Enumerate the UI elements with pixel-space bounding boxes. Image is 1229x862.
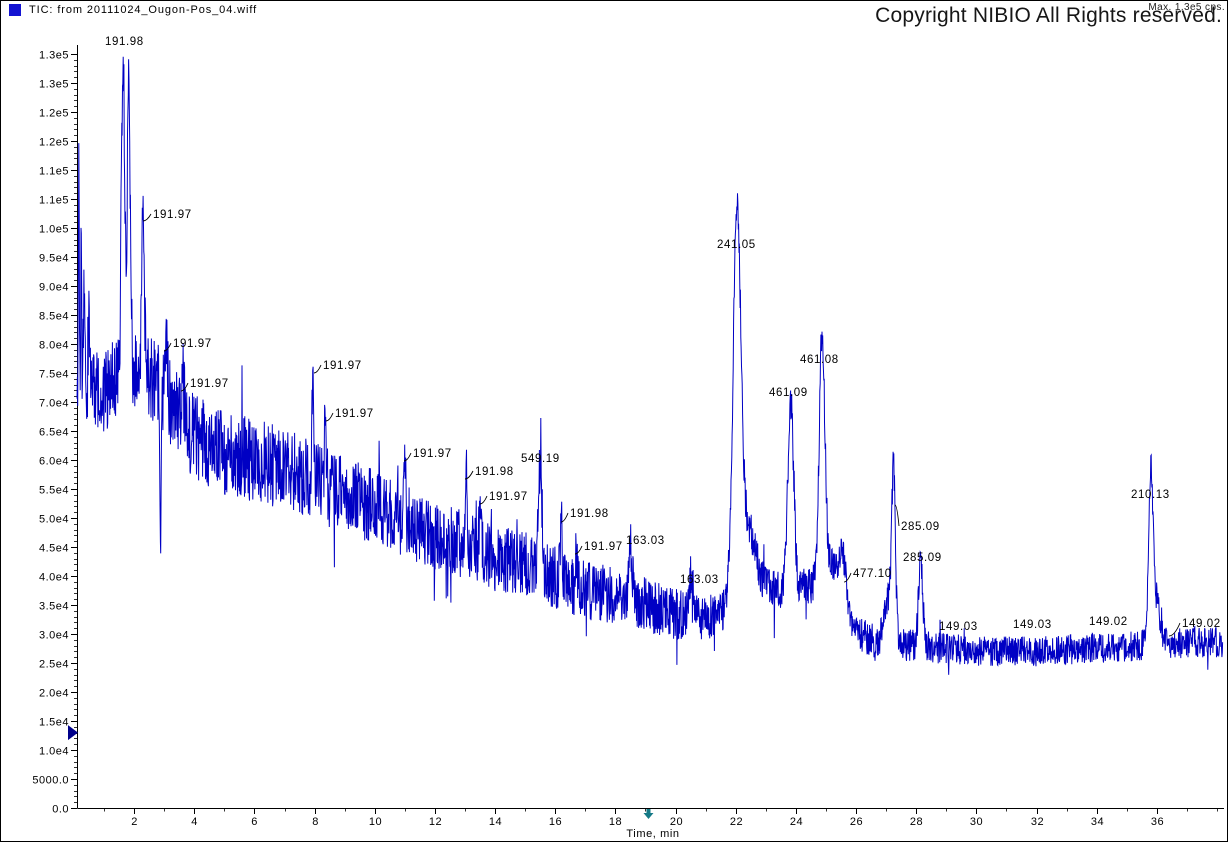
peak-label: 477.10 bbox=[853, 568, 892, 580]
y-tick-label: 1.2e5 bbox=[39, 137, 69, 149]
y-tick-label: 1.3e5 bbox=[39, 79, 69, 91]
y-tick-label: 0.0 bbox=[52, 804, 69, 816]
peak-label-leader bbox=[574, 545, 583, 555]
peak-label-leader bbox=[479, 495, 488, 505]
x-tick-label: 26 bbox=[850, 816, 863, 828]
y-tick-label: 1.1e5 bbox=[39, 166, 69, 178]
peak-label: 191.97 bbox=[489, 491, 528, 503]
x-tick-label: 18 bbox=[609, 816, 622, 828]
y-tick-label: 5.5e4 bbox=[39, 485, 69, 497]
peak-label: 191.97 bbox=[190, 378, 229, 390]
x-axis-position-marker[interactable] bbox=[643, 809, 654, 819]
peak-label: 210.13 bbox=[1131, 489, 1170, 501]
max-intensity-label: Max. 1.3e5 cps. bbox=[1148, 2, 1225, 13]
x-axis-title: Time, min bbox=[626, 828, 679, 840]
y-tick-label: 1.2e5 bbox=[39, 108, 69, 120]
y-tick-label: 1.5e4 bbox=[39, 717, 69, 729]
peak-labels: 191.98 191.97 191.97 191.97 191.97 191.97 191.… bbox=[105, 36, 1221, 637]
peak-label: 149.02 bbox=[1182, 618, 1221, 630]
peak-label: 461.09 bbox=[769, 387, 808, 399]
peak-label-leader bbox=[325, 412, 334, 422]
y-tick-label: 5000.0 bbox=[32, 775, 69, 787]
x-tick-label: 22 bbox=[730, 816, 743, 828]
x-tick-label: 6 bbox=[251, 816, 258, 828]
y-tick-label: 9.5e4 bbox=[39, 253, 69, 265]
peak-label-leader bbox=[142, 213, 152, 222]
y-tick-label: 8.5e4 bbox=[39, 311, 69, 323]
x-tick-label: 30 bbox=[970, 816, 983, 828]
peak-label: 191.97 bbox=[173, 338, 212, 350]
y-tick-label: 5.0e4 bbox=[39, 514, 69, 526]
peak-label: 241.05 bbox=[717, 239, 756, 251]
y-tick-label: 9.0e4 bbox=[39, 282, 69, 294]
peak-label: 163.03 bbox=[626, 535, 665, 547]
peak-label: 191.97 bbox=[413, 448, 452, 460]
peak-label-leader bbox=[560, 512, 569, 523]
y-tick-label: 2.0e4 bbox=[39, 688, 69, 700]
y-tick-label: 1.1e5 bbox=[39, 195, 69, 207]
peak-label: 461.08 bbox=[800, 354, 839, 366]
peak-label: 191.97 bbox=[323, 360, 362, 372]
peak-label-leader bbox=[1168, 622, 1181, 637]
peak-label-leader bbox=[843, 572, 852, 583]
y-tick-label: 1.0e5 bbox=[39, 224, 69, 236]
x-tick-label: 32 bbox=[1031, 816, 1044, 828]
pane-title: TIC: from 20111024_Ougon-Pos_04.wiff bbox=[29, 4, 258, 16]
y-tick-label: 7.5e4 bbox=[39, 369, 69, 381]
x-axis-ticks: 2 4 6 8 10 12 14 16 18 20 22 24 26 28 30 32 34 36 bbox=[104, 808, 1218, 828]
peak-label-leader bbox=[403, 452, 412, 462]
peak-label: 285.09 bbox=[903, 552, 942, 564]
peak-label-leader bbox=[163, 342, 172, 352]
peak-label-leader bbox=[180, 382, 189, 392]
y-tick-label: 1.3e5 bbox=[39, 50, 69, 62]
y-tick-label: 4.0e4 bbox=[39, 572, 69, 584]
y-tick-label: 3.0e4 bbox=[39, 630, 69, 642]
y-tick-label: 2.5e4 bbox=[39, 659, 69, 671]
peak-label-leader bbox=[464, 470, 474, 480]
peak-label: 163.03 bbox=[680, 574, 719, 586]
peak-label: 149.03 bbox=[939, 621, 978, 633]
y-tick-label: 6.5e4 bbox=[39, 427, 69, 439]
axes bbox=[77, 45, 1224, 809]
trace-color-swatch[interactable] bbox=[9, 4, 21, 16]
y-axis-ticks: 0.0 5000.0 1.0e4 1.5e4 2.0e4 2.5e4 3.0e4 3.5e4 4… bbox=[32, 50, 77, 816]
peak-label-leader bbox=[313, 364, 322, 374]
peak-label: 149.03 bbox=[1013, 619, 1052, 631]
x-tick-label: 16 bbox=[549, 816, 562, 828]
y-tick-label: 6.0e4 bbox=[39, 456, 69, 468]
y-tick-label: 1.0e4 bbox=[39, 746, 69, 758]
peak-label: 191.98 bbox=[475, 466, 514, 478]
x-tick-label: 28 bbox=[910, 816, 923, 828]
x-tick-label: 14 bbox=[489, 816, 502, 828]
peak-label: 285.09 bbox=[901, 521, 940, 533]
x-tick-label: 2 bbox=[131, 816, 138, 828]
y-tick-label: 4.5e4 bbox=[39, 543, 69, 555]
x-tick-label: 24 bbox=[790, 816, 803, 828]
peak-label: 149.02 bbox=[1089, 616, 1128, 628]
x-tick-label: 12 bbox=[429, 816, 442, 828]
x-tick-label: 8 bbox=[312, 816, 319, 828]
peak-label: 191.97 bbox=[584, 541, 623, 553]
peak-label-leader bbox=[894, 504, 900, 527]
peak-label: 549.19 bbox=[521, 453, 560, 465]
x-tick-label: 36 bbox=[1151, 816, 1164, 828]
trace-legend: TIC: from 20111024_Ougon-Pos_04.wiff bbox=[9, 4, 257, 16]
y-axis-threshold-marker[interactable] bbox=[68, 725, 78, 741]
peak-label: 191.98 bbox=[570, 508, 609, 520]
copyright-watermark: Copyright NIBIO All Rights reserved. bbox=[875, 4, 1222, 27]
chromatogram-pane: TIC: from 20111024_Ougon-Pos_04.wiff Max… bbox=[0, 0, 1228, 842]
peak-label: 191.97 bbox=[335, 408, 374, 420]
x-tick-label: 10 bbox=[369, 816, 382, 828]
tic-trace bbox=[76, 56, 1224, 675]
y-tick-label: 8.0e4 bbox=[39, 340, 69, 352]
y-tick-label: 7.0e4 bbox=[39, 398, 69, 410]
x-tick-label: 34 bbox=[1091, 816, 1104, 828]
x-tick-label: 4 bbox=[191, 816, 198, 828]
x-tick-label: 20 bbox=[670, 816, 683, 828]
peak-label: 191.98 bbox=[105, 36, 144, 48]
peak-label: 191.97 bbox=[153, 209, 192, 221]
y-tick-label: 3.5e4 bbox=[39, 601, 69, 613]
